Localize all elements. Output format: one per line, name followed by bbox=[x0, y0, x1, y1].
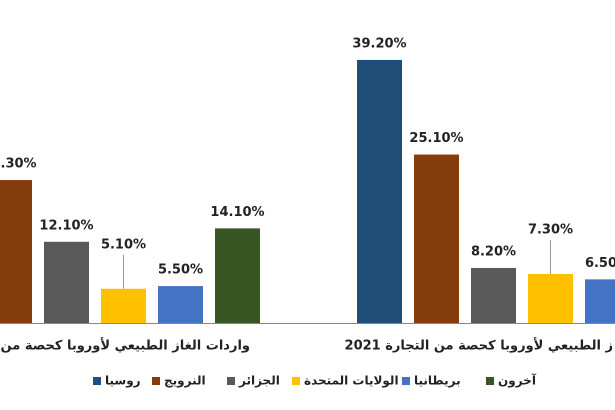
value-label: 5.50% bbox=[158, 263, 203, 278]
bar bbox=[215, 228, 260, 323]
value-label: 7.30% bbox=[528, 223, 573, 238]
legend-swatch bbox=[93, 377, 101, 385]
bar bbox=[471, 267, 516, 323]
legend-label: بريطانيا bbox=[414, 374, 461, 388]
category-label: واردات الغاز الطبيعي لأوروبا كحصة من الت… bbox=[0, 337, 250, 354]
legend-label: روسيا bbox=[105, 374, 141, 389]
value-label: 21.30% bbox=[0, 157, 37, 172]
value-label: 39.20% bbox=[352, 36, 406, 51]
bar bbox=[0, 180, 32, 323]
bar bbox=[158, 286, 203, 323]
bar bbox=[414, 154, 459, 323]
value-label: 25.10% bbox=[409, 131, 463, 146]
bar bbox=[585, 279, 615, 323]
category-label: ز الطبيعي لأوروبا كحصة من التجارة 2021 bbox=[345, 337, 613, 354]
bar bbox=[357, 59, 402, 324]
legend-label: الجزائر bbox=[238, 374, 280, 388]
value-label: 12.10% bbox=[39, 218, 93, 233]
legend-swatch bbox=[402, 377, 410, 385]
legend-swatch bbox=[227, 377, 235, 385]
value-label: 6.50% bbox=[585, 256, 615, 271]
legend-swatch bbox=[152, 377, 160, 385]
bar bbox=[44, 241, 89, 323]
legend-label: آخرون bbox=[498, 373, 537, 389]
legend-label: النرويج bbox=[164, 374, 206, 389]
bar bbox=[101, 288, 146, 323]
value-label: 14.10% bbox=[210, 205, 264, 220]
legend-swatch bbox=[486, 377, 494, 385]
bar bbox=[528, 274, 573, 323]
value-label: 5.10% bbox=[101, 237, 146, 252]
legend-label: الولايات المتحدة bbox=[304, 374, 399, 389]
value-label: 8.20% bbox=[471, 244, 516, 259]
legend-swatch bbox=[292, 377, 300, 385]
